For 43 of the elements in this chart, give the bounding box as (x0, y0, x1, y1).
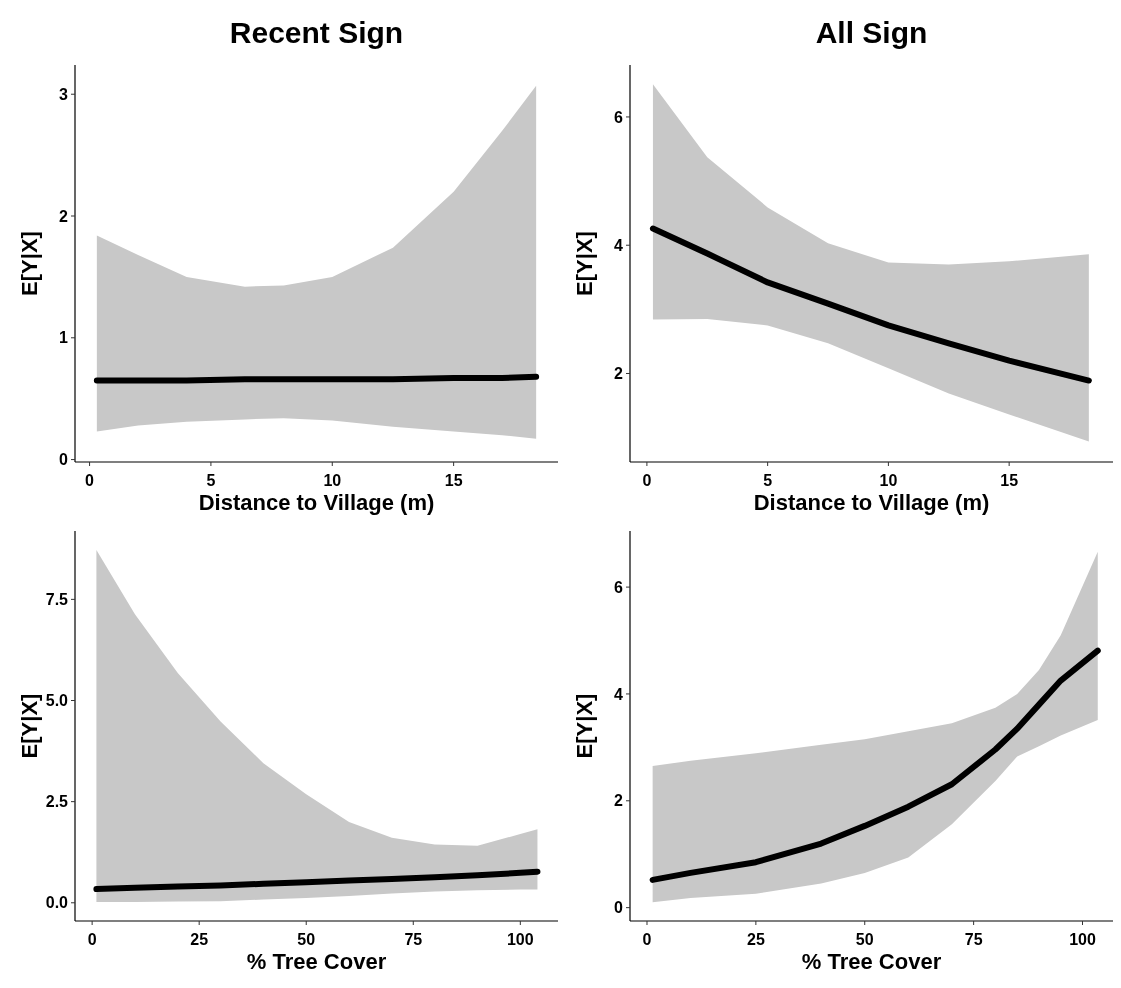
x-tick-label: 0 (642, 472, 652, 489)
x-tick-label: 50 (855, 931, 874, 948)
y-tick-label: 2 (614, 365, 624, 383)
y-tick-label: 6 (614, 578, 624, 596)
chart-title: Recent Sign (229, 16, 404, 49)
chart-title: All Sign (815, 16, 928, 49)
y-tick-label: 4 (614, 236, 624, 254)
x-tick-label: 10 (879, 472, 898, 489)
y-axis-title: E[Y|X] (17, 231, 42, 296)
x-axis-title: % Tree Cover (246, 949, 387, 974)
x-tick-label: 5 (206, 472, 216, 489)
y-tick-label: 3 (59, 85, 69, 103)
x-tick-label: 10 (323, 472, 342, 489)
y-tick-label: 2.5 (45, 793, 69, 811)
y-tick-label: 2 (614, 792, 624, 810)
x-tick-label: 100 (1069, 931, 1096, 948)
x-tick-label: 25 (746, 931, 765, 948)
y-tick-label: 5.0 (45, 692, 69, 710)
x-axis-title: % Tree Cover (801, 949, 942, 974)
y-tick-label: 0 (59, 451, 69, 469)
y-axis-title: E[Y|X] (572, 231, 597, 296)
x-tick-label: 25 (190, 931, 209, 948)
y-tick-label: 4 (614, 685, 624, 703)
y-axis-title: E[Y|X] (17, 693, 42, 759)
x-tick-label: 50 (297, 931, 316, 948)
y-tick-label: 1 (59, 329, 69, 347)
x-axis-title: Distance to Village (m) (198, 490, 435, 515)
y-axis-title: E[Y|X] (572, 693, 597, 759)
y-tick-label: 6 (614, 108, 624, 126)
x-tick-label: 0 (642, 931, 652, 948)
x-axis-title: Distance to Village (m) (753, 490, 990, 515)
x-tick-label: 5 (763, 472, 773, 489)
x-tick-label: 0 (85, 472, 95, 489)
x-tick-label: 100 (506, 931, 534, 948)
y-tick-label: 2 (59, 207, 69, 225)
x-tick-label: 0 (87, 931, 97, 948)
y-tick-label: 7.5 (45, 590, 69, 608)
x-tick-label: 15 (444, 472, 463, 489)
y-tick-label: 0 (614, 899, 624, 917)
x-tick-label: 75 (964, 931, 983, 948)
y-tick-label: 0.0 (45, 894, 69, 912)
x-tick-label: 15 (1000, 472, 1019, 489)
x-tick-label: 75 (404, 931, 423, 948)
